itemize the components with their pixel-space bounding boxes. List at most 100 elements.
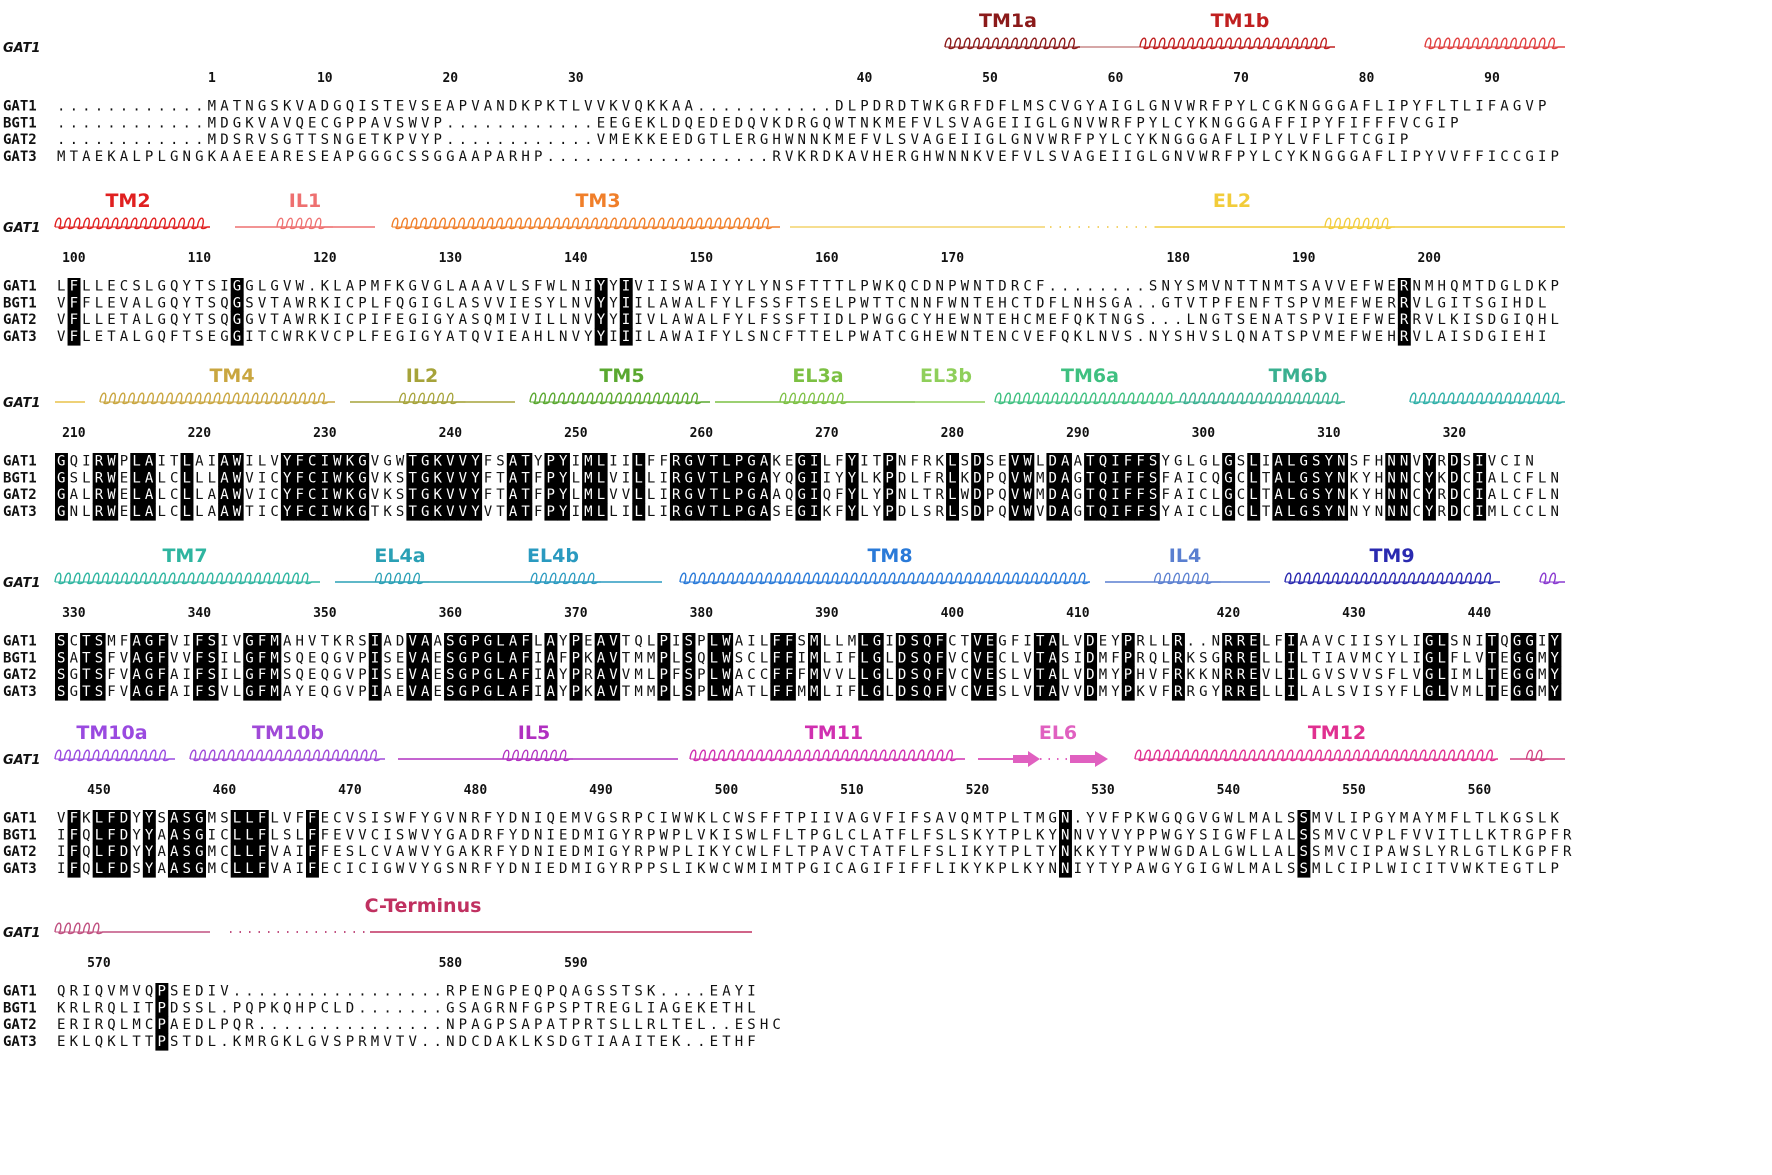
identical-residue-box <box>92 486 106 504</box>
residue: V <box>584 312 593 328</box>
residue: N <box>973 279 981 295</box>
residue: Q <box>220 295 228 311</box>
residue: C <box>308 504 316 520</box>
residue: V <box>1325 811 1334 827</box>
residue: I <box>333 295 341 311</box>
residue: L <box>1438 99 1446 115</box>
residue: L <box>710 312 718 328</box>
residue: D <box>1475 329 1483 345</box>
residue: F <box>1450 811 1458 827</box>
residue: E <box>107 295 115 311</box>
identical-residue-box <box>632 453 646 471</box>
residue: G <box>1212 312 1220 328</box>
identical-residue-box <box>469 486 483 504</box>
residue: A <box>1212 132 1221 148</box>
residue: . <box>459 115 467 131</box>
residue: L <box>82 487 90 503</box>
residue: S <box>1337 684 1345 700</box>
residue: E <box>333 827 341 843</box>
residue: V <box>973 634 982 650</box>
residue: S <box>183 827 191 843</box>
residue: C <box>1237 470 1245 486</box>
residue: W <box>396 861 405 877</box>
residue: I <box>622 312 630 328</box>
ruler-number: 460 <box>213 783 237 798</box>
residue: M <box>208 99 216 115</box>
residue: W <box>860 295 869 311</box>
residue: F <box>258 684 266 700</box>
residue: V <box>283 811 292 827</box>
residue: F <box>659 454 667 470</box>
residue: G <box>760 132 768 148</box>
residue: D <box>1049 470 1057 486</box>
identical-residue-box <box>1021 469 1035 487</box>
residue: C <box>772 1017 780 1033</box>
residue: S <box>208 684 216 700</box>
residue: R <box>1212 149 1221 165</box>
residue: E <box>785 504 793 520</box>
residue: L <box>1463 844 1471 860</box>
residue: C <box>772 329 780 345</box>
residue: K <box>321 295 330 311</box>
residue: V <box>1149 667 1158 683</box>
residue: F <box>1337 115 1345 131</box>
residue: L <box>885 132 893 148</box>
structure-reference-name: GAT1 <box>3 926 40 941</box>
residue: E <box>95 329 103 345</box>
residue: F <box>1124 470 1132 486</box>
residue: A <box>1262 861 1271 877</box>
residue: Y <box>1086 861 1095 877</box>
ruler-number: 40 <box>857 71 873 86</box>
residue: E <box>998 149 1006 165</box>
identical-residue-box <box>1385 453 1399 471</box>
residue: M <box>572 861 580 877</box>
residue: V <box>1199 811 1208 827</box>
residue: . <box>421 984 429 1000</box>
residue: W <box>961 312 970 328</box>
residue: W <box>672 329 681 345</box>
residue: R <box>308 295 317 311</box>
residue: N <box>1262 279 1270 295</box>
residue: L <box>998 132 1006 148</box>
residue: E <box>308 650 316 666</box>
residue: G <box>1124 99 1132 115</box>
residue: Y <box>584 329 593 345</box>
residue: M <box>810 634 818 650</box>
residue: F <box>936 684 944 700</box>
residue: H <box>873 149 881 165</box>
residue: A <box>1061 504 1070 520</box>
residue: . <box>710 149 718 165</box>
identical-residue-box <box>594 294 608 312</box>
identical-residue-box <box>845 469 859 487</box>
residue: Q <box>1099 504 1107 520</box>
residue: L <box>1274 861 1282 877</box>
residue: G <box>383 861 391 877</box>
residue: . <box>1061 279 1069 295</box>
residue: F <box>258 827 266 843</box>
residue: V <box>521 312 530 328</box>
sequence-name: GAT1 <box>3 634 37 650</box>
residue: G <box>609 844 617 860</box>
residue: T <box>785 811 794 827</box>
residue: S <box>923 811 931 827</box>
residue: L <box>1011 861 1019 877</box>
residue: G <box>1337 99 1345 115</box>
residue: A <box>145 454 154 470</box>
ruler-number: 200 <box>1417 251 1441 266</box>
residue: C <box>1011 295 1019 311</box>
residue: F <box>923 844 931 860</box>
residue: W <box>1149 861 1158 877</box>
residue: . <box>57 115 65 131</box>
residue: F <box>1049 295 1057 311</box>
residue: T <box>1475 811 1484 827</box>
identical-residue-box <box>1109 453 1123 471</box>
residue: F <box>107 667 115 683</box>
residue: P <box>358 115 366 131</box>
residue: V <box>321 329 330 345</box>
residue: A <box>735 634 744 650</box>
identical-residue-box <box>1134 469 1148 487</box>
residue: G <box>308 1034 316 1050</box>
residue: V <box>245 487 254 503</box>
residue: A <box>760 487 769 503</box>
residue: . <box>408 1000 416 1016</box>
